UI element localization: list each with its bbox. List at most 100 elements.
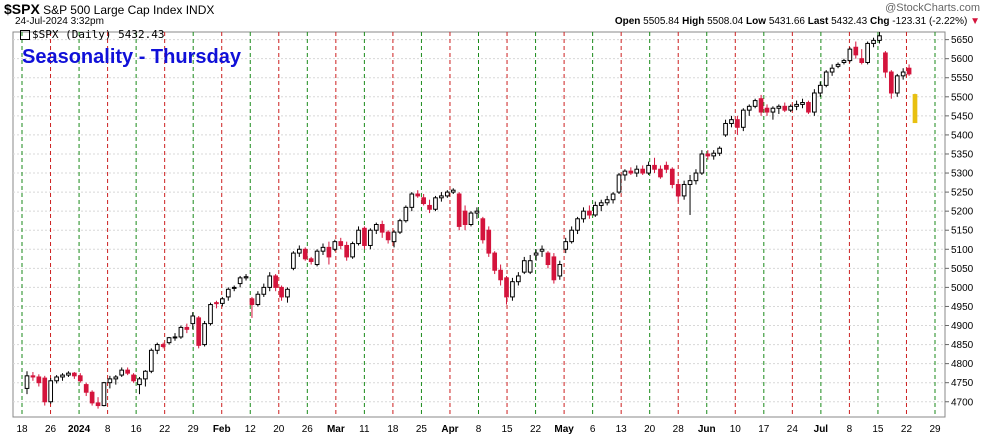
candle-body [421, 197, 426, 205]
candle-body [338, 241, 344, 246]
y-tick-label: 5200 [951, 207, 974, 218]
candle-body [516, 275, 521, 283]
candle-body [77, 375, 83, 382]
last-value: 5432.43 [831, 16, 868, 27]
open-value: 5505.84 [643, 16, 680, 27]
candle-body [859, 58, 865, 63]
candle-body [521, 260, 527, 273]
ticker-description: S&P 500 Large Cap Index [43, 3, 183, 17]
candle-body [806, 102, 811, 113]
candle-body [362, 227, 367, 246]
candle-body [675, 183, 681, 197]
candle-body [444, 191, 450, 197]
x-tick-label: 25 [416, 424, 428, 435]
candle-body [462, 210, 468, 226]
candle-body [403, 206, 409, 222]
candle-body [137, 378, 142, 386]
candle-body [717, 147, 722, 154]
candle-body [687, 180, 693, 185]
candle-body [776, 105, 782, 109]
candle-body [72, 372, 77, 377]
legend-swatch-icon [20, 30, 30, 40]
candle-body [24, 375, 30, 389]
candle-body [178, 326, 184, 338]
candle-body [36, 376, 42, 384]
candle-body [622, 170, 628, 176]
x-tick-label: Jul [814, 424, 829, 435]
candle-body [320, 246, 326, 252]
x-tick-label: 18 [16, 424, 28, 435]
candle-body [373, 224, 379, 231]
candle-body [154, 344, 160, 351]
y-tick-label: 4850 [951, 340, 974, 351]
candle-body [527, 260, 533, 273]
candle-body [581, 210, 586, 220]
y-tick-label: 5300 [951, 169, 974, 180]
candle-body [397, 220, 403, 233]
candle-body [551, 256, 557, 281]
x-tick-label: 20 [644, 424, 656, 435]
candle-body [350, 243, 355, 258]
candle-body [486, 229, 492, 254]
candle-body [894, 75, 900, 94]
candle-body [800, 102, 805, 105]
y-tick-label: 5500 [951, 92, 974, 103]
candle-body [379, 224, 385, 233]
y-tick-label: 5250 [951, 188, 974, 199]
chart-title: Seasonality - Thursday [22, 46, 241, 68]
x-tick-label: 26 [45, 424, 57, 435]
candle-body [835, 63, 841, 67]
candle-body [314, 250, 320, 266]
x-tick-label: 22 [159, 424, 171, 435]
candle-body [664, 164, 669, 170]
candle-body [202, 323, 207, 346]
candle-body [492, 252, 498, 271]
quote-summary: Open 5505.84 High 5508.04 Low 5431.66 La… [615, 16, 980, 27]
series-legend: $SPX (Daily) 5432.43 [20, 28, 164, 41]
x-tick-label: 8 [847, 424, 853, 435]
candle-body [237, 277, 243, 285]
candle-body [456, 193, 462, 227]
x-tick-label: 15 [872, 424, 884, 435]
open-label: Open [614, 16, 641, 27]
candle-body [368, 229, 373, 246]
candle-body [220, 298, 225, 304]
y-tick-label: 5450 [951, 111, 974, 122]
candle-body [42, 377, 48, 403]
candle-body [60, 374, 65, 378]
candle-body [705, 153, 711, 157]
candle-body [231, 286, 237, 289]
candle-body [681, 183, 687, 197]
candle-body [480, 218, 486, 241]
candle-body [823, 71, 829, 86]
candle-body [847, 48, 853, 62]
candle-body [385, 231, 391, 241]
x-tick-label: 12 [245, 424, 257, 435]
candle-body [877, 35, 882, 41]
x-tick-label: 22 [901, 424, 913, 435]
candle-body [119, 369, 125, 376]
candle-body [66, 372, 71, 376]
low-label: Low [746, 16, 767, 27]
candle-body [172, 336, 178, 339]
candle-body [906, 67, 912, 75]
candle-body [658, 168, 663, 178]
candle-body [249, 298, 255, 306]
candle-body [669, 168, 675, 185]
candle-body [640, 168, 646, 174]
candle-body [616, 174, 622, 193]
x-tick-label: 2024 [68, 424, 91, 435]
candle-body [752, 100, 758, 107]
candle-body [208, 304, 213, 325]
x-tick-label: 16 [131, 424, 143, 435]
candle-body [646, 164, 651, 174]
x-tick-label: Feb [213, 424, 231, 435]
low-value: 5431.66 [768, 16, 805, 27]
high-label: High [682, 16, 705, 27]
ticker-symbol[interactable]: $SPX [4, 1, 40, 17]
candle-body [273, 275, 278, 288]
x-tick-label: 24 [787, 424, 799, 435]
y-tick-label: 5350 [951, 149, 974, 160]
candle-body [296, 248, 302, 254]
